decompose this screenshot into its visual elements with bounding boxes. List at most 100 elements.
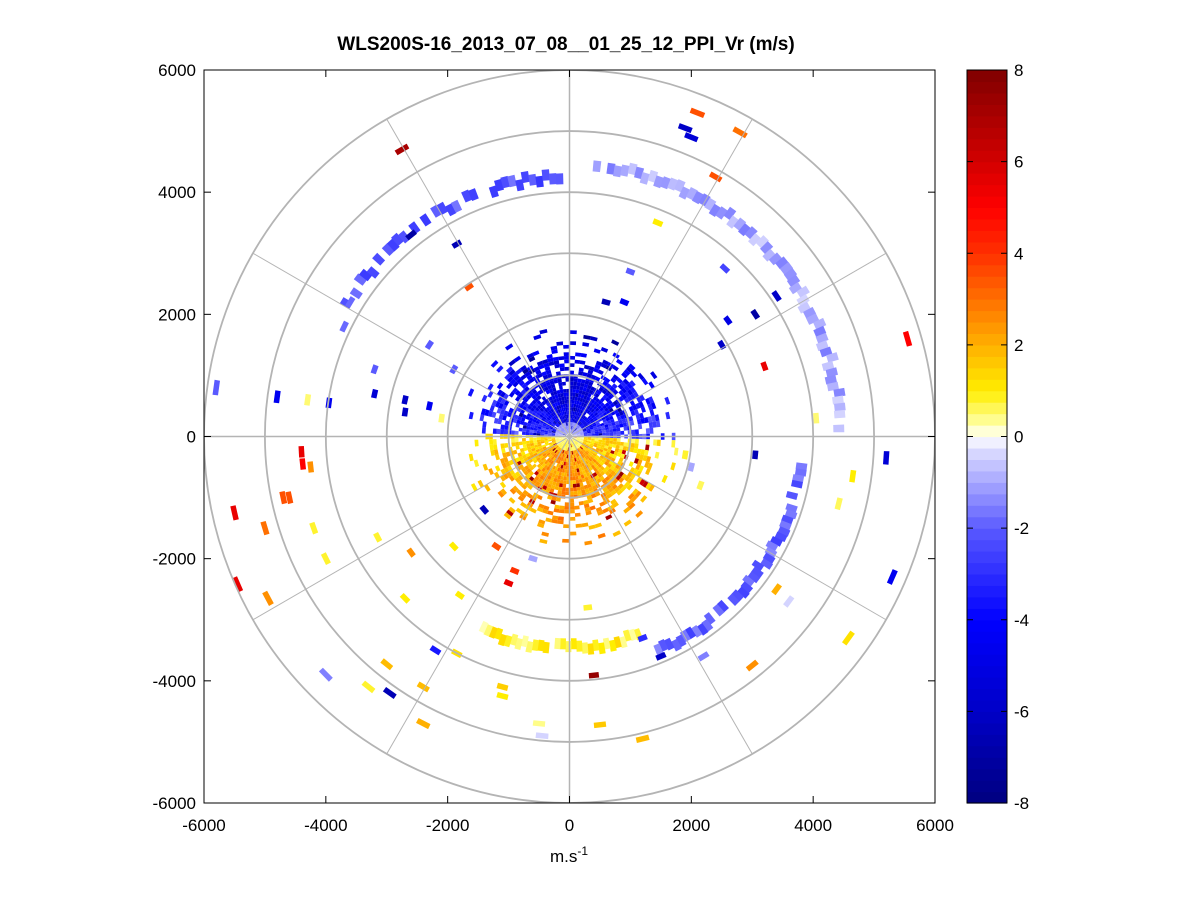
near-field-cell — [518, 427, 523, 432]
colorbar-segment — [967, 665, 1007, 678]
near-field-cell — [548, 480, 554, 485]
near-field-cell — [590, 430, 595, 433]
near-field-cell — [597, 426, 602, 430]
velocity-cell — [401, 407, 409, 417]
near-field-cell — [590, 336, 598, 342]
near-field-cell — [540, 456, 546, 461]
arc-cell — [806, 313, 820, 325]
colorbar-tick-label: -2 — [1014, 519, 1029, 538]
near-field-cell — [522, 431, 526, 435]
near-field-cell — [543, 433, 548, 436]
near-field-cell — [586, 495, 592, 500]
near-field-cell — [602, 450, 607, 455]
near-field-cell — [564, 465, 568, 470]
x-tick-label: -2000 — [426, 816, 469, 835]
near-field-cell — [541, 396, 547, 401]
near-field-cell — [571, 447, 573, 451]
near-field-cell — [605, 432, 610, 436]
near-field-cell — [639, 412, 644, 419]
near-field-cell — [604, 445, 609, 449]
near-field-cell — [602, 437, 606, 441]
near-field-cell — [567, 451, 569, 455]
near-field-cell — [629, 447, 635, 453]
near-field-cell — [582, 415, 586, 420]
near-field-cell — [505, 343, 514, 351]
near-field-cell — [602, 380, 609, 387]
near-field-cell — [604, 402, 610, 408]
near-field-cell — [574, 415, 577, 420]
near-field-cell — [470, 483, 478, 492]
arc-cell — [785, 503, 798, 513]
near-field-cell — [572, 483, 577, 488]
near-field-cell — [515, 507, 523, 515]
near-field-cell — [535, 420, 540, 425]
near-field-cell — [578, 455, 582, 460]
near-field-cell — [514, 430, 519, 435]
near-field-cell — [605, 426, 610, 431]
near-field-cell — [626, 483, 633, 491]
near-field-cell — [521, 467, 527, 473]
near-field-cell — [565, 422, 568, 426]
near-field-cell — [527, 484, 533, 490]
near-field-cell — [601, 427, 606, 431]
velocity-cell — [750, 308, 761, 320]
arc-cell — [786, 274, 801, 288]
near-field-cell — [581, 477, 586, 483]
arc-cell — [770, 536, 783, 547]
near-field-cell — [545, 402, 551, 407]
near-field-cell — [577, 393, 582, 398]
near-field-cell — [554, 474, 559, 479]
arc-cell — [483, 624, 493, 637]
near-field-cell — [589, 426, 594, 430]
near-field-cell — [583, 364, 590, 370]
velocity-cell — [406, 547, 416, 558]
near-field-cell — [552, 421, 556, 426]
near-field-cell — [559, 452, 563, 457]
near-field-cell — [517, 392, 524, 399]
velocity-cell — [230, 505, 239, 521]
near-field-cell — [597, 532, 606, 539]
near-field-cell — [598, 433, 603, 436]
near-field-cell — [573, 378, 578, 383]
near-field-cell — [598, 457, 603, 462]
velocity-cell — [883, 451, 890, 465]
near-field-cell — [518, 441, 523, 446]
velocity-cell — [583, 604, 593, 611]
near-field-cell — [579, 405, 583, 410]
near-field-cell — [573, 422, 576, 427]
near-field-cell — [625, 366, 633, 374]
arc-cell — [531, 639, 540, 651]
near-field-cell — [542, 458, 547, 463]
near-field-cell — [576, 433, 581, 435]
near-field-cell — [637, 423, 643, 430]
near-field-cell — [587, 453, 592, 458]
near-field-cell — [559, 363, 565, 368]
near-field-cell — [504, 425, 509, 430]
near-field-cell — [553, 448, 557, 453]
near-field-cell — [589, 505, 596, 511]
near-field-cell — [592, 458, 597, 463]
velocity-cell — [454, 590, 465, 600]
near-field-cell — [631, 429, 636, 435]
near-field-cell — [580, 466, 585, 471]
colorbar-tick-label: -4 — [1014, 611, 1029, 630]
near-field-cell — [524, 465, 530, 471]
near-field-cell — [552, 429, 556, 432]
velocity-cell — [771, 583, 782, 596]
near-field-cell — [581, 454, 585, 459]
near-field-cell — [582, 453, 586, 458]
near-field-cell — [552, 356, 559, 362]
near-field-cell — [587, 369, 594, 375]
near-field-cell — [609, 402, 615, 408]
near-field-cell — [562, 433, 567, 436]
near-field-cell — [583, 438, 588, 440]
near-field-cell — [549, 455, 554, 459]
near-field-cell — [581, 449, 585, 454]
near-field-cell — [598, 439, 603, 443]
velocity-cell — [834, 497, 843, 511]
near-field-cell — [585, 419, 590, 423]
near-field-cell — [493, 471, 500, 479]
near-field-cell — [580, 434, 584, 436]
arc-cell — [762, 552, 776, 564]
near-field-cell — [590, 428, 595, 432]
